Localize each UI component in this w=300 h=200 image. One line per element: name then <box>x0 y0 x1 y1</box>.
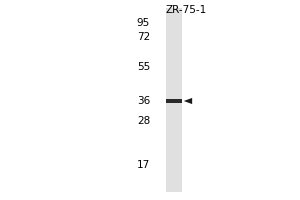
Bar <box>166 99 182 103</box>
Text: 72: 72 <box>137 32 150 42</box>
Text: ZR-75-1: ZR-75-1 <box>165 5 207 15</box>
Text: 55: 55 <box>137 62 150 72</box>
Bar <box>166 8 182 192</box>
Text: 28: 28 <box>137 116 150 126</box>
Text: 36: 36 <box>137 96 150 106</box>
Text: 17: 17 <box>137 160 150 170</box>
Text: 95: 95 <box>137 18 150 28</box>
Polygon shape <box>184 98 192 104</box>
